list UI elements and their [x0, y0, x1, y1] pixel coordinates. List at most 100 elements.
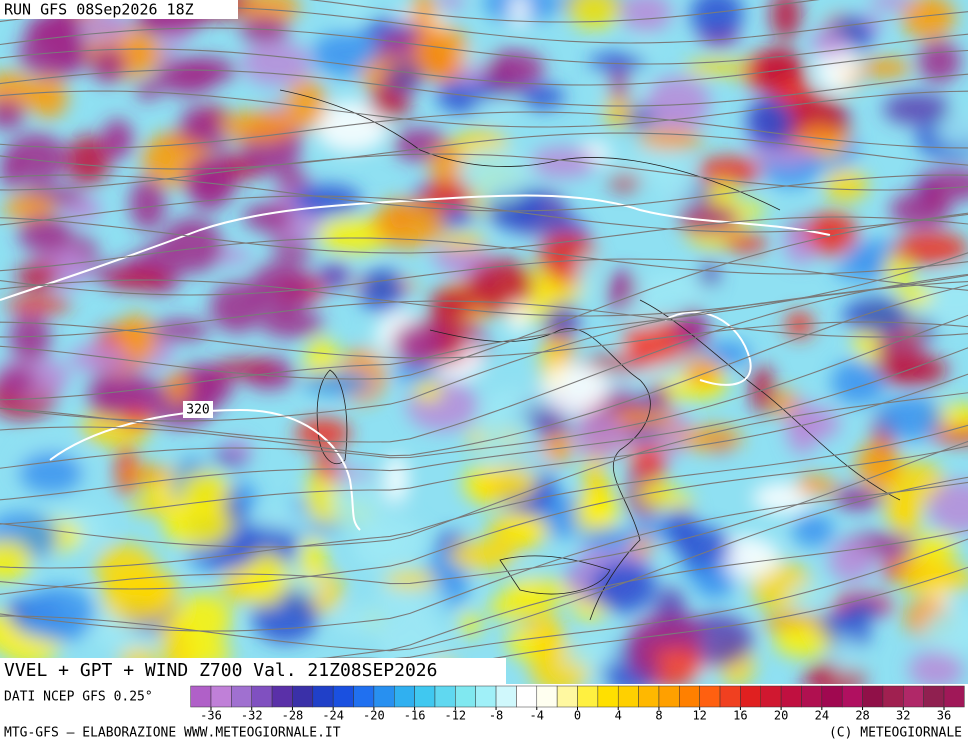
vvel-cell — [438, 0, 464, 10]
streamline — [0, 274, 968, 422]
colorbar-swatch — [943, 685, 965, 708]
colorbar-tick-label: 4 — [615, 709, 622, 723]
colorbar-tick-label: -32 — [241, 709, 263, 723]
footer-right: (C) METEOGIORNALE — [829, 726, 962, 741]
vvel-cell — [383, 454, 409, 505]
colorbar-swatch — [231, 685, 252, 708]
vvel-cell — [459, 147, 534, 203]
colorbar-swatch — [801, 685, 823, 708]
contour-label-bg — [183, 401, 213, 418]
vvel-cell — [382, 64, 424, 93]
colorbar-swatch — [516, 685, 538, 708]
vvel-cell — [785, 310, 814, 339]
vvel-cell — [174, 593, 232, 646]
colorbar-swatch — [658, 685, 680, 708]
streamline — [0, 284, 968, 457]
streamline — [0, 424, 968, 569]
coastline — [316, 369, 348, 465]
vvel-cell — [659, 178, 698, 210]
vvel-cell — [690, 0, 744, 40]
vvel-cell — [314, 100, 389, 153]
vvel-cell — [438, 233, 486, 250]
vvel-cell — [623, 298, 663, 327]
vvel-cell — [245, 551, 288, 607]
streamline — [0, 314, 968, 469]
streamline — [0, 392, 968, 548]
vvel-cell — [22, 586, 96, 642]
vvel-cell — [796, 477, 841, 496]
vvel-cell — [331, 605, 389, 636]
vvel-cell — [620, 0, 672, 33]
colorbar-swatch — [740, 685, 762, 708]
vvel-cell — [0, 98, 25, 130]
vvel-cell — [810, 29, 848, 58]
colorbar-swatch — [455, 685, 476, 708]
colorbar-swatch — [414, 685, 436, 708]
colorbar-swatch — [923, 685, 945, 708]
colorbar-swatch — [862, 685, 884, 708]
vvel-cell — [870, 0, 913, 10]
vvel-cell — [876, 396, 944, 440]
footer-left: MTG-GFS – ELABORAZIONE WWW.METEOGIORNALE… — [4, 726, 341, 741]
vvel-cell — [694, 565, 735, 599]
vvel-cell — [508, 300, 529, 335]
vvel-cell — [166, 371, 190, 403]
colorbar-tick-label: 32 — [896, 709, 910, 723]
vvel-cell — [285, 78, 327, 130]
streamline — [0, 153, 968, 191]
isohypse — [49, 408, 361, 531]
vvel-cell — [901, 0, 956, 40]
vvel-cell — [29, 76, 68, 119]
colorbar-swatch — [577, 685, 599, 708]
vvel-cell — [615, 149, 692, 183]
vvel-cell — [698, 261, 720, 287]
colorbar-tick-label: 20 — [774, 709, 788, 723]
streamline — [0, 258, 968, 296]
colorbar-swatch — [719, 685, 741, 708]
vvel-cell — [684, 59, 750, 76]
vvel-cell — [241, 41, 311, 86]
streamline — [0, 90, 968, 128]
colorbar-tick-label: -24 — [322, 709, 344, 723]
vvel-cell — [0, 539, 32, 582]
vvel-cell — [750, 364, 775, 415]
vvel-cell — [610, 408, 676, 428]
vvel-cell — [890, 495, 923, 535]
vvel-cell — [899, 554, 958, 597]
colorbar-tick-label: -12 — [444, 709, 466, 723]
vvel-cell — [359, 268, 405, 313]
vvel-cell — [318, 263, 350, 291]
colorbar-tick-label: -4 — [530, 709, 544, 723]
vvel-cell — [927, 480, 968, 534]
contour-label: 320 — [186, 403, 209, 418]
vvel-cell — [331, 477, 385, 530]
colorbar-tick-label: 0 — [574, 709, 581, 723]
vvel-cell — [645, 76, 711, 129]
vvel-cell — [371, 199, 445, 249]
vvel-cell — [294, 417, 351, 450]
colorbar-swatch — [780, 685, 802, 708]
vvel-cell — [752, 482, 812, 514]
vvel-cell — [18, 215, 71, 254]
caption-title: VVEL + GPT + WIND Z700 Val. 21Z08SEP2026 — [4, 660, 437, 681]
vvel-cell — [935, 115, 968, 147]
vvel-cell — [179, 365, 222, 404]
vvel-cell — [608, 174, 642, 191]
streamline — [0, 445, 968, 590]
streamline — [0, 279, 968, 317]
run-label: RUN GFS 08Sep2026 18Z — [4, 1, 194, 19]
streamline — [0, 481, 968, 632]
colorbar-tick-label: -20 — [363, 709, 385, 723]
vvel-cell — [883, 92, 951, 126]
vvel-cell — [859, 57, 912, 79]
vvel-cell — [9, 314, 51, 363]
streamline — [0, 212, 968, 380]
vvel-cell — [577, 251, 598, 303]
colorbar-swatch — [903, 685, 924, 708]
vvel-cell — [414, 380, 443, 402]
vvel-cell — [540, 363, 609, 416]
vvel-cell — [638, 479, 674, 507]
vvel-cell — [604, 96, 631, 128]
vvel-cell — [311, 32, 382, 77]
